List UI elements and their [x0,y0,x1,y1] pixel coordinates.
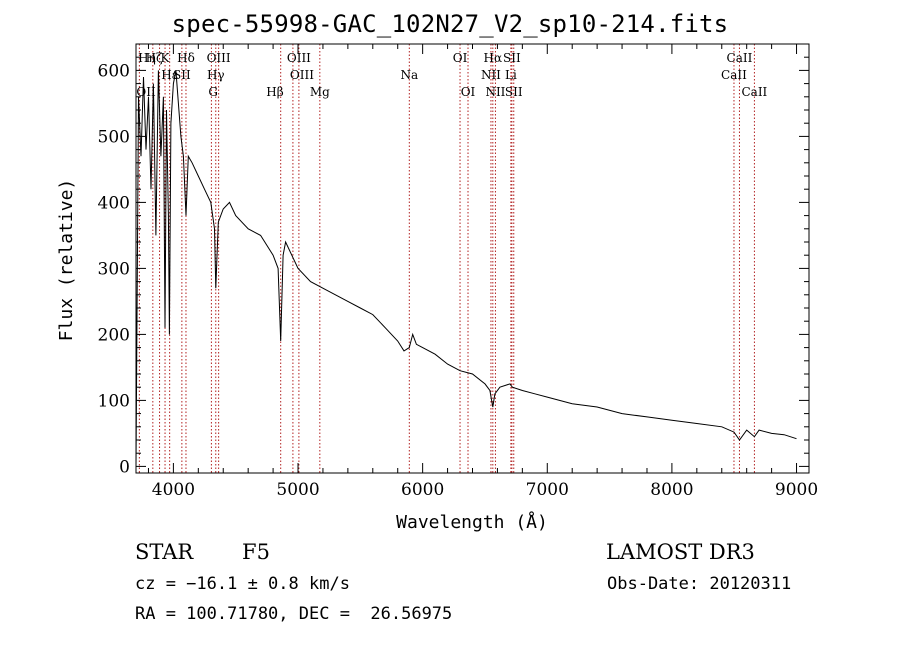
line-label: CaII [727,51,753,65]
y-axis-ticks: 0 100 200 300 400 500 600 [98,56,809,477]
line-label: OIII [290,68,314,82]
line-label: Hβ [266,85,283,99]
y-tick-label: 400 [98,193,130,213]
line-label: NII [481,68,501,82]
plot-frame [135,43,810,474]
x-tick-label: 4000 [152,480,195,500]
chart-title: spec-55998-GAC_102N27_V2_sp10-214.fits [171,10,729,38]
line-label: Na [400,68,418,82]
line-label: CaII [741,85,767,99]
line-label: Hδ [177,51,195,65]
x-tick-label: 8000 [650,480,693,500]
line-label: G [208,85,218,99]
redshift-info: cz = −16.1 ± 0.8 km/s [135,574,350,594]
line-label: Hη [138,51,156,65]
line-label: CaII [721,68,747,82]
line-label: OIII [207,51,231,65]
line-label: Li [505,68,517,82]
object-subclass: F5 [242,540,270,564]
line-label: SII [173,68,191,82]
y-tick-label: 300 [98,259,130,279]
y-tick-label: 500 [98,127,130,147]
line-label: Mg [310,85,330,99]
line-label: Hγ [207,68,225,82]
line-label: OII [136,85,156,99]
x-tick-label: 7000 [526,480,569,500]
y-tick-label: 200 [98,325,130,345]
line-label: K [161,51,171,65]
spectrum-line [135,70,797,467]
line-label: SII [505,85,523,99]
y-tick-label: 0 [119,457,130,477]
x-axis-ticks: 4000 5000 6000 7000 8000 9000 [147,44,818,500]
x-tick-label: 5000 [276,480,319,500]
line-label: Hα [484,51,503,65]
y-tick-label: 100 [98,391,130,411]
coordinates-info: RA = 100.71780, DEC = 26.56975 [135,604,453,624]
y-axis-label: Flux (relative) [56,179,77,342]
line-label: OIII [287,51,311,65]
line-label: OI [453,51,468,65]
line-label: NII [485,85,505,99]
x-axis-label: Wavelength (Å) [396,511,548,533]
emission-line-markers [138,44,755,473]
line-label: OI [461,85,476,99]
x-tick-label: 9000 [775,480,818,500]
y-tick-label: 600 [98,61,130,81]
survey-name: LAMOST DR3 [606,540,755,564]
line-label: Hζ [146,51,163,65]
line-label: Hε [161,68,178,82]
line-label: SII [503,51,521,65]
object-class: STAR [135,540,194,564]
x-tick-label: 6000 [401,480,444,500]
observation-date: Obs-Date: 20120311 [607,574,792,594]
